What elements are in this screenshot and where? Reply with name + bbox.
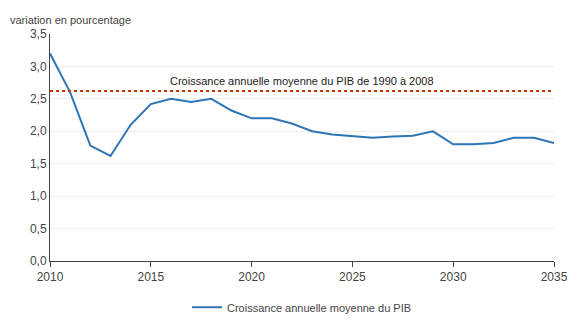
svg-text:2,0: 2,0 (30, 124, 47, 138)
svg-text:3,0: 3,0 (30, 60, 47, 74)
svg-text:Croissance annuelle moyenne du: Croissance annuelle moyenne du PIB de 19… (170, 75, 434, 87)
svg-text:0,5: 0,5 (30, 222, 47, 236)
svg-text:2020: 2020 (238, 270, 265, 284)
svg-text:2,5: 2,5 (30, 92, 47, 106)
svg-text:2035: 2035 (541, 270, 568, 284)
svg-text:2015: 2015 (137, 270, 164, 284)
svg-text:2025: 2025 (339, 270, 366, 284)
svg-text:1,5: 1,5 (30, 157, 47, 171)
svg-text:3,5: 3,5 (30, 27, 47, 41)
svg-text:2010: 2010 (37, 270, 64, 284)
svg-text:2030: 2030 (440, 270, 467, 284)
svg-text:variation en pourcentage: variation en pourcentage (10, 14, 131, 26)
svg-text:Croissance annuelle moyenne du: Croissance annuelle moyenne du PIB (227, 302, 411, 314)
svg-text:0,0: 0,0 (30, 254, 47, 268)
svg-text:1,0: 1,0 (30, 189, 47, 203)
